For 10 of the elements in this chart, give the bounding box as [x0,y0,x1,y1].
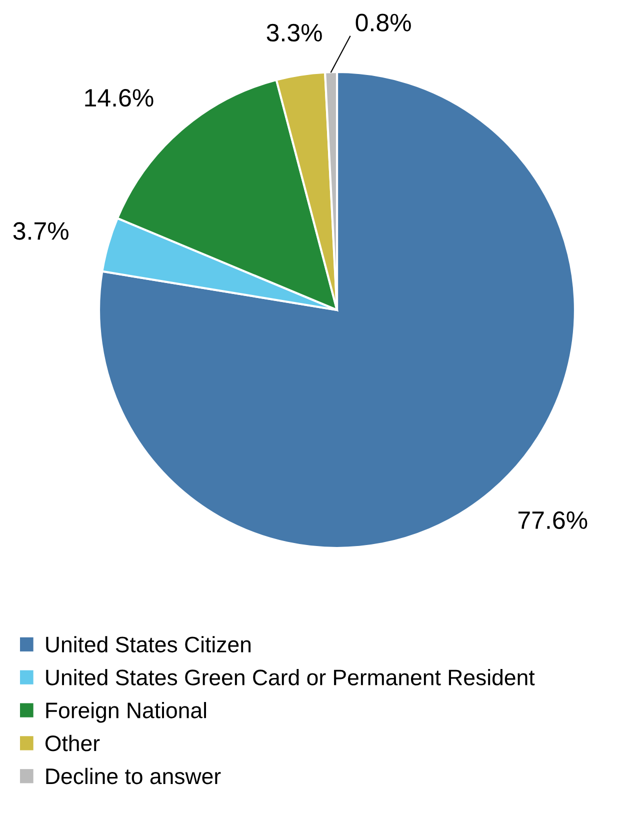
data-label: 3.3% [266,24,322,42]
legend-label: United States Citizen [46,636,251,652]
data-label: 3.7% [13,222,68,240]
data-label: 0.8% [356,14,411,32]
legend-label: Decline to answer [46,768,221,784]
legend-label: Foreign National [46,702,206,723]
data-label: 77.6% [518,511,588,530]
data-label: 14.6% [85,88,154,107]
legend-label: United States Green Card or Permanent Resident [46,669,535,686]
legend-label: Other [45,734,100,752]
